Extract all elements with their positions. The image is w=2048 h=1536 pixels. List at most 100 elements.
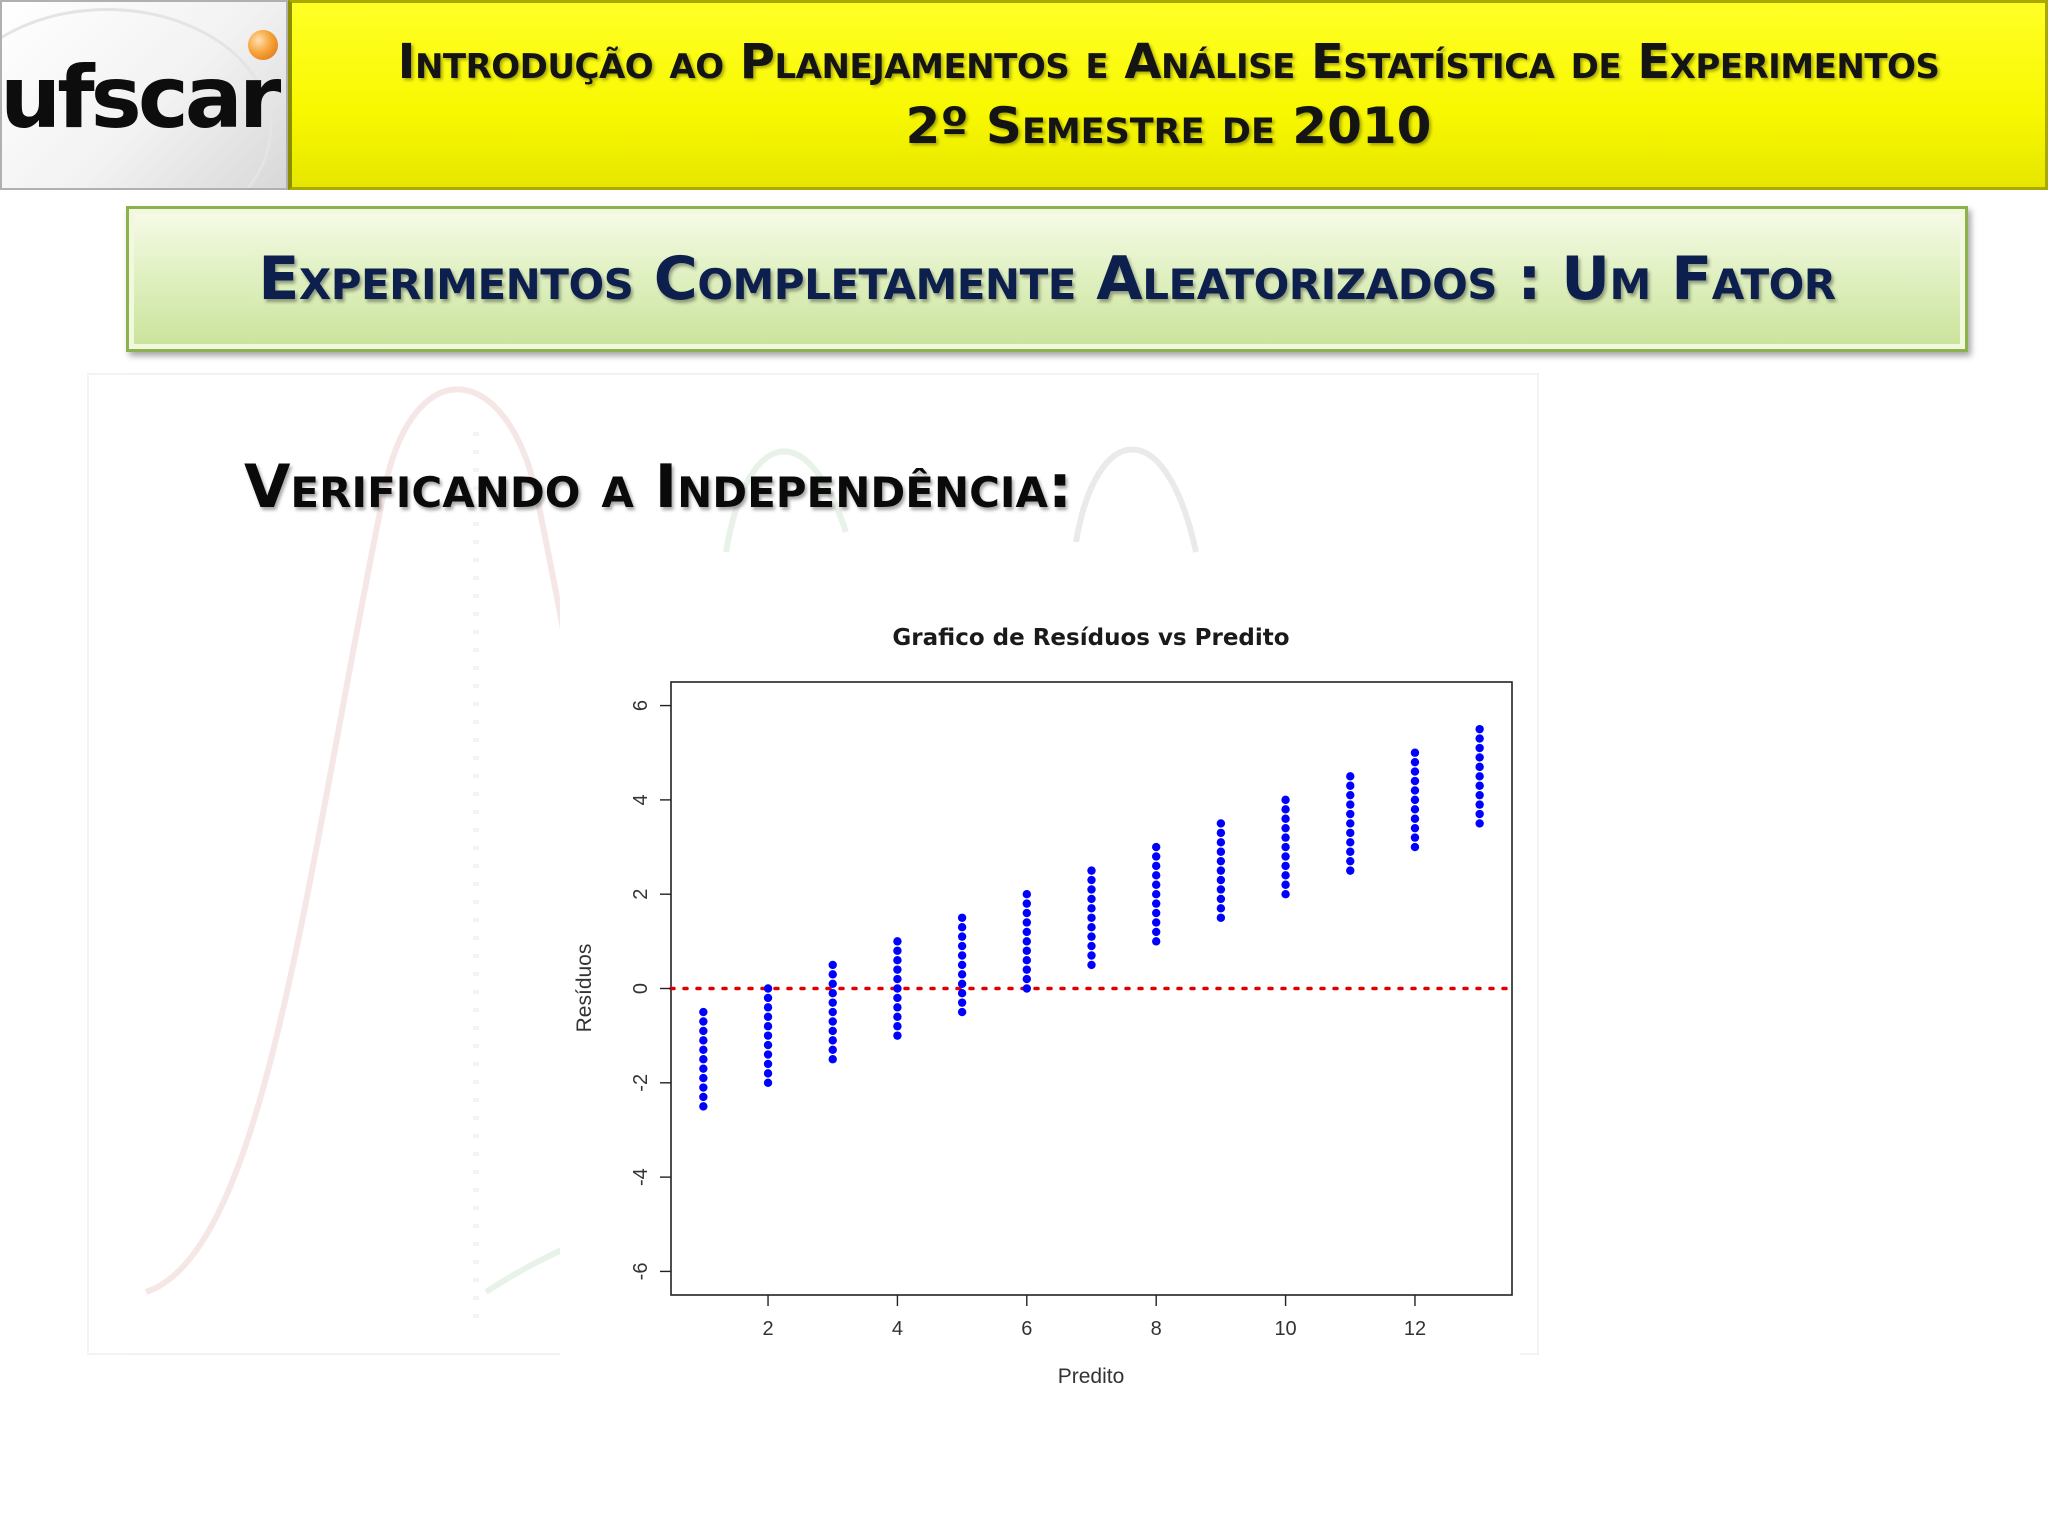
data-point [828, 960, 837, 970]
data-point [1475, 809, 1484, 819]
section-heading: Verificando a Independência: [244, 452, 1073, 522]
data-point [1475, 762, 1484, 772]
data-point [1281, 889, 1290, 899]
data-point [893, 956, 902, 965]
data-point [699, 1064, 708, 1073]
data-point [1151, 889, 1161, 899]
data-point [1410, 795, 1420, 805]
data-point [1151, 908, 1161, 918]
data-point [1216, 866, 1226, 875]
data-point [1346, 800, 1355, 809]
data-point [1475, 753, 1484, 762]
data-point [957, 951, 967, 960]
data-point [1475, 772, 1484, 781]
data-point [699, 1083, 708, 1092]
data-point [828, 1026, 837, 1036]
data-point [1346, 819, 1355, 828]
data-point [763, 1069, 773, 1078]
data-point [1216, 838, 1226, 847]
data-point [1216, 894, 1226, 904]
data-point [1410, 833, 1420, 842]
data-point [1022, 984, 1032, 993]
data-point [1410, 823, 1420, 833]
y-tick-label: -6 [630, 1263, 652, 1281]
x-tick-label: 4 [892, 1318, 903, 1340]
x-tick-label: 8 [1151, 1318, 1162, 1340]
data-point [1475, 800, 1484, 809]
data-point [699, 1017, 708, 1026]
data-point [1346, 772, 1355, 781]
data-point [763, 1050, 773, 1059]
data-point [893, 965, 902, 974]
data-point [1151, 927, 1161, 937]
header-banner: Introdução ao Planejamentos e Análise Es… [288, 0, 2048, 190]
data-point [763, 1040, 773, 1050]
data-point [1281, 795, 1290, 805]
data-point [1475, 724, 1484, 734]
data-point [1087, 960, 1096, 970]
data-point [1346, 866, 1355, 875]
data-point [1087, 932, 1096, 941]
data-point [1151, 861, 1161, 871]
data-point [957, 960, 967, 970]
data-point [763, 993, 773, 1003]
data-point [1151, 842, 1161, 852]
data-point [1410, 814, 1420, 823]
data-point [1022, 899, 1032, 908]
data-point [699, 1092, 708, 1102]
data-point [957, 913, 967, 922]
data-point [1410, 842, 1420, 852]
chart-title: Grafico de Resíduos vs Predito [892, 625, 1289, 651]
x-tick-label: 12 [1404, 1318, 1426, 1340]
data-point [1346, 847, 1355, 856]
data-point [893, 984, 902, 993]
data-point [699, 1036, 708, 1045]
x-tick-label: 2 [762, 1318, 773, 1340]
data-point [1216, 875, 1226, 885]
data-point [1346, 828, 1355, 838]
logo-wordmark-text: ufscar [0, 48, 281, 148]
data-point [828, 1007, 837, 1017]
data-point [957, 932, 967, 941]
data-point [1475, 781, 1484, 790]
y-tick-label: -2 [630, 1074, 652, 1092]
data-point [1410, 757, 1420, 767]
data-point [1151, 871, 1161, 880]
data-point [1281, 842, 1290, 852]
y-tick-label: 2 [630, 889, 652, 900]
logo-wordmark: ufscar [0, 48, 281, 148]
data-point [1087, 866, 1096, 875]
data-point [763, 1012, 773, 1021]
data-point [1281, 852, 1290, 861]
data-point [763, 1031, 773, 1040]
data-point [828, 998, 837, 1007]
data-point [1216, 904, 1226, 913]
data-point [1022, 974, 1032, 984]
data-point [893, 946, 902, 955]
data-point [1151, 937, 1161, 946]
x-axis-label: Predito [1058, 1365, 1125, 1388]
data-point [1216, 885, 1226, 894]
data-point [893, 1031, 902, 1040]
data-point [1281, 823, 1290, 833]
data-point [1346, 838, 1355, 847]
data-point [1022, 946, 1032, 955]
data-point [1216, 819, 1226, 828]
data-point [1216, 828, 1226, 838]
data-point [828, 989, 837, 998]
data-point [1216, 847, 1226, 856]
ufscar-logo: ufscar [0, 0, 288, 190]
data-point [1281, 833, 1290, 842]
data-point [828, 1055, 837, 1064]
data-point [1022, 918, 1032, 927]
data-point [1022, 965, 1032, 974]
data-point [828, 1017, 837, 1026]
data-point [699, 1007, 708, 1017]
residuals-chart: Grafico de Resíduos vs Predito 2 4 6 8 10 12 … [560, 590, 1520, 1410]
logo-orange-dot-icon [248, 30, 278, 60]
data-point [1151, 852, 1161, 861]
data-point [1151, 918, 1161, 927]
semester-label: 2º Semestre de 2010 [905, 96, 1432, 155]
data-point [1216, 856, 1226, 866]
data-point [1346, 809, 1355, 819]
